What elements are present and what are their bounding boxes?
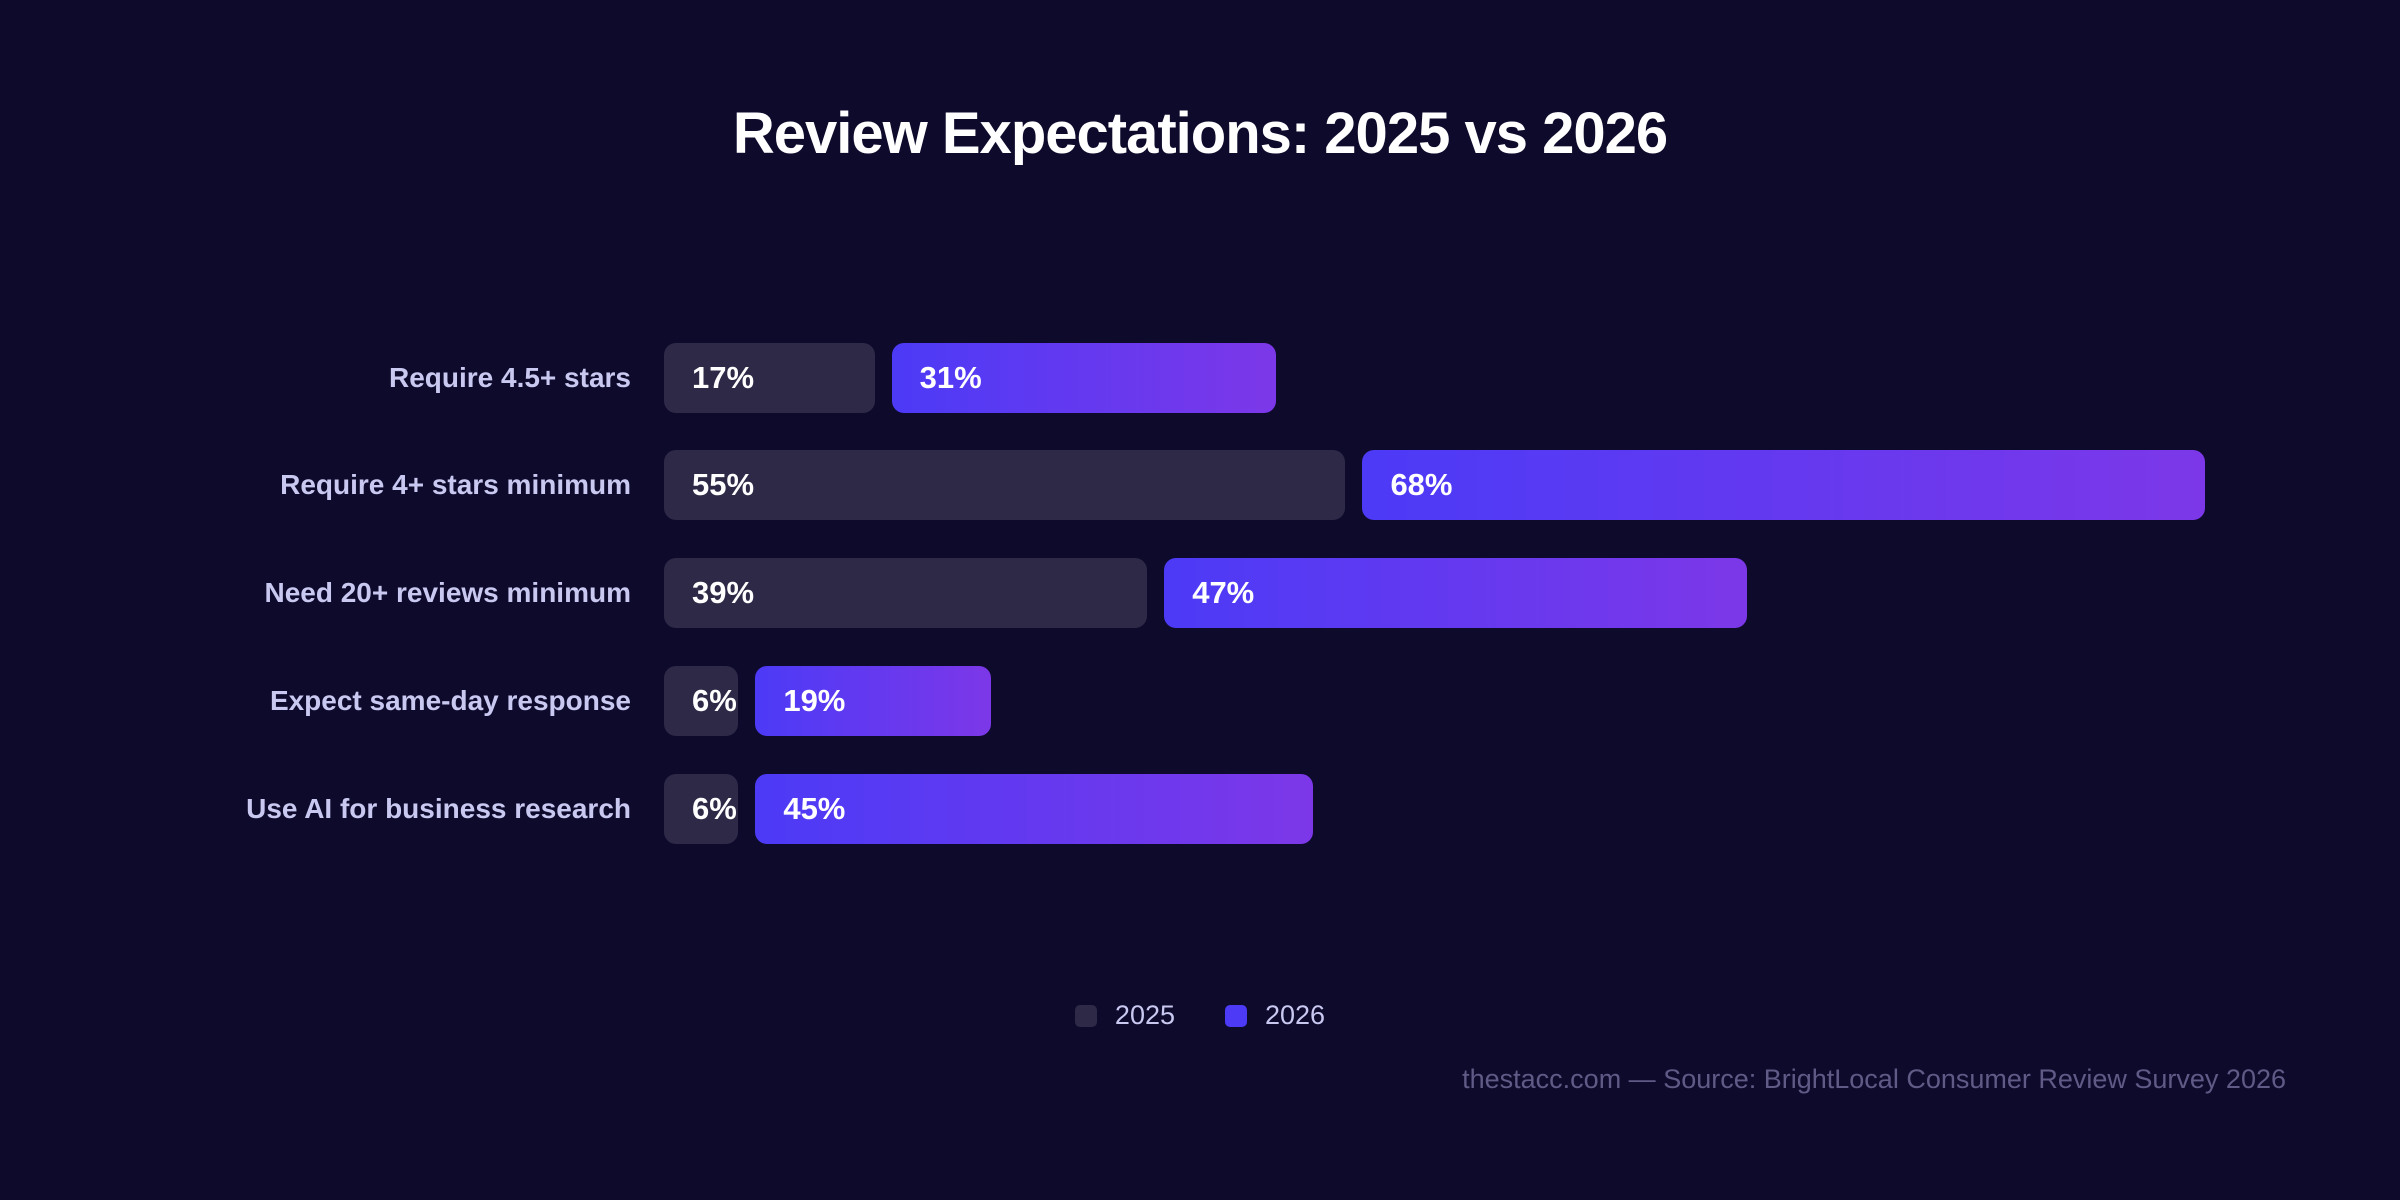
bar-2025: 55% [664, 450, 1346, 520]
source-note: thestacc.com — Source: BrightLocal Consu… [1462, 1064, 2286, 1094]
data-label: 17% [692, 360, 755, 395]
category-label: Use AI for business research [246, 793, 631, 824]
category-label: Require 4.5+ stars [388, 362, 631, 393]
data-label: 6% [692, 791, 737, 826]
bar-2025: 39% [664, 558, 1148, 628]
legend-item-2025: 2025 [1074, 1000, 1175, 1031]
chart-title: Review Expectations: 2025 vs 2026 [732, 101, 1668, 166]
category-label: Need 20+ reviews minimum [264, 577, 631, 608]
legend-item-2026: 2026 [1225, 1000, 1325, 1031]
bar-2026: 19% [755, 666, 991, 736]
data-label: 47% [1192, 575, 1255, 610]
data-label: 31% [919, 360, 982, 395]
bar-2026: 47% [1164, 558, 1747, 628]
data-label: 55% [692, 467, 755, 502]
legend-label: 2025 [1114, 1000, 1175, 1030]
category-label: Expect same-day response [269, 685, 631, 716]
category-label: Require 4+ stars minimum [280, 469, 631, 500]
data-label: 6% [692, 683, 737, 718]
data-label: 68% [1390, 467, 1453, 502]
data-label: 19% [783, 683, 846, 718]
bar-2026: 68% [1362, 450, 2205, 520]
bar-2025: 17% [664, 343, 875, 413]
bar-2025: 6% [664, 774, 739, 844]
bar-2026: 31% [891, 343, 1276, 413]
legend-swatch-2026 [1225, 1004, 1247, 1027]
legend: 2025 2026 [0, 1000, 2400, 1031]
data-label: 39% [692, 575, 755, 610]
data-label: 45% [783, 791, 846, 826]
bar-2025: 6% [664, 666, 739, 736]
bar-2026: 45% [755, 774, 1313, 844]
legend-swatch-2025 [1074, 1004, 1097, 1027]
legend-label: 2026 [1265, 1000, 1326, 1030]
